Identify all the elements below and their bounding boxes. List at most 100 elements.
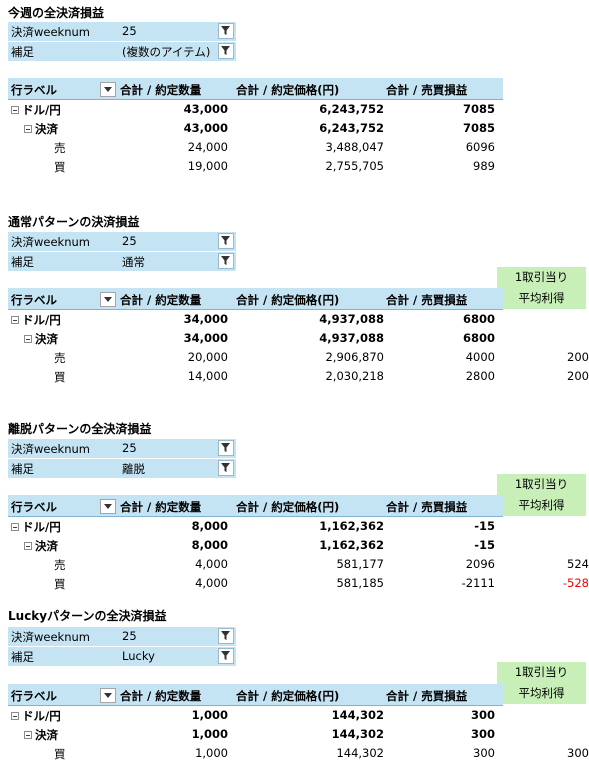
filter-value: 25 — [122, 629, 137, 643]
filter-area: 決済weeknum 25 補足 Lucky — [8, 627, 236, 667]
pivot-table: 行ラベル 合計 / 約定数量 合計 / 約定価格(円) 合計 / 売買損益 ドル… — [8, 684, 589, 763]
pnl-cell: 7085 — [462, 121, 495, 135]
avg-profit-header-line2: 平均利得 — [518, 686, 565, 700]
qty-cell: 8,000 — [191, 519, 228, 533]
price-cell: 3,488,047 — [325, 140, 384, 154]
price-cell: 6,243,752 — [319, 102, 384, 116]
table-row[interactable]: 決済 1,000 144,302 300 — [8, 725, 503, 744]
collapse-minus-icon[interactable] — [24, 125, 32, 133]
avg-profit-header-line2: 平均利得 — [518, 498, 565, 512]
row-label: 決済 — [35, 728, 58, 742]
section-title: Luckyパターンの全決済損益 — [8, 609, 167, 623]
table-row[interactable]: 決済 43,000 6,243,752 7085 — [8, 119, 503, 138]
filter-row-weeknum[interactable]: 決済weeknum 25 — [8, 627, 236, 647]
filter-row-weeknum[interactable]: 決済weeknum 25 — [8, 232, 236, 252]
filter-value: 25 — [122, 234, 137, 248]
filter-funnel-icon[interactable] — [218, 43, 234, 59]
table-row[interactable]: 売 20,000 2,906,870 4000 200 — [8, 348, 589, 367]
filter-funnel-icon[interactable] — [218, 23, 234, 39]
price-cell: 6,243,752 — [319, 121, 384, 135]
avg-profit-header-line2: 平均利得 — [518, 291, 565, 305]
filter-funnel-icon[interactable] — [218, 628, 234, 644]
collapse-minus-icon[interactable] — [11, 106, 19, 114]
avg-profit-cell: 200 — [567, 369, 589, 383]
filter-area: 決済weeknum 25 補足 通常 — [8, 232, 236, 272]
collapse-minus-icon[interactable] — [11, 523, 19, 531]
price-cell: 2,755,705 — [325, 159, 384, 173]
filter-value: (複数のアイテム) — [122, 45, 211, 59]
row-label: ドル/円 — [22, 520, 61, 534]
pnl-cell: -15 — [474, 519, 495, 533]
collapse-minus-icon[interactable] — [11, 712, 19, 720]
qty-cell: 4,000 — [195, 576, 228, 590]
qty-header: 合計 / 約定数量 — [120, 293, 202, 307]
table-row[interactable]: ドル/円 8,000 1,162,362 -15 — [8, 517, 503, 536]
row-label: 決済 — [35, 539, 58, 553]
qty-cell: 34,000 — [183, 331, 228, 345]
dropdown-arrow-icon[interactable] — [100, 499, 116, 514]
filter-funnel-icon[interactable] — [218, 440, 234, 456]
filter-label: 補足 — [11, 462, 34, 476]
price-cell: 581,177 — [336, 557, 384, 571]
pnl-cell: 989 — [473, 159, 495, 173]
filter-label: 決済weeknum — [11, 235, 90, 249]
price-cell: 4,937,088 — [319, 331, 384, 345]
pnl-cell: 6096 — [465, 140, 495, 154]
collapse-minus-icon[interactable] — [24, 731, 32, 739]
filter-funnel-icon[interactable] — [218, 253, 234, 269]
price-cell: 1,162,362 — [319, 519, 384, 533]
row-label-header: 行ラベル — [11, 689, 57, 703]
price-cell: 144,302 — [331, 708, 384, 722]
dropdown-arrow-icon[interactable] — [100, 82, 116, 97]
filter-funnel-icon[interactable] — [218, 233, 234, 249]
row-label: 売 — [54, 558, 66, 572]
row-label: 決済 — [35, 332, 58, 346]
qty-header: 合計 / 約定数量 — [120, 83, 202, 97]
table-row[interactable]: 買 1,000 144,302 300 300 — [8, 744, 589, 763]
table-row[interactable]: ドル/円 34,000 4,937,088 6800 — [8, 310, 503, 329]
collapse-minus-icon[interactable] — [24, 335, 32, 343]
pivot-header-row: 行ラベル 合計 / 約定数量 合計 / 約定価格(円) 合計 / 売買損益 — [8, 78, 503, 100]
filter-funnel-icon[interactable] — [218, 460, 234, 476]
row-label: 買 — [54, 370, 66, 384]
row-label: 買 — [54, 747, 66, 761]
avg-profit-header: 1取引当り 平均利得 — [497, 474, 586, 516]
row-label: ドル/円 — [22, 709, 61, 723]
pivot-table: 行ラベル 合計 / 約定数量 合計 / 約定価格(円) 合計 / 売買損益 ドル… — [8, 495, 589, 593]
collapse-minus-icon[interactable] — [11, 316, 19, 324]
pnl-cell: 6800 — [462, 331, 495, 345]
qty-cell: 34,000 — [183, 312, 228, 326]
filter-row-weeknum[interactable]: 決済weeknum 25 — [8, 439, 236, 459]
filter-row-weeknum[interactable]: 決済weeknum 25 — [8, 22, 236, 42]
table-row[interactable]: 買 19,000 2,755,705 989 — [8, 157, 503, 176]
table-row[interactable]: 買 14,000 2,030,218 2800 200 — [8, 367, 589, 386]
table-row[interactable]: ドル/円 1,000 144,302 300 — [8, 706, 503, 725]
pnl-cell: 2096 — [465, 557, 495, 571]
pnl-header: 合計 / 売買損益 — [386, 293, 468, 307]
dropdown-arrow-icon[interactable] — [100, 292, 116, 307]
qty-cell: 19,000 — [187, 159, 228, 173]
filter-funnel-icon[interactable] — [218, 648, 234, 664]
table-row[interactable]: 決済 34,000 4,937,088 6800 — [8, 329, 503, 348]
pnl-cell: 6800 — [462, 312, 495, 326]
table-row[interactable]: 売 4,000 581,177 2096 524 — [8, 555, 589, 574]
dropdown-arrow-icon[interactable] — [100, 688, 116, 703]
table-row[interactable]: ドル/円 43,000 6,243,752 7085 — [8, 100, 503, 119]
avg-profit-header-line1: 1取引当り — [514, 477, 569, 491]
row-label: 買 — [54, 577, 66, 591]
table-row[interactable]: 売 24,000 3,488,047 6096 — [8, 138, 503, 157]
filter-row-note[interactable]: 補足 離脱 — [8, 459, 236, 479]
filter-label: 補足 — [11, 45, 34, 59]
row-label-header: 行ラベル — [11, 293, 57, 307]
filter-value: 25 — [122, 24, 137, 38]
filter-row-note[interactable]: 補足 通常 — [8, 252, 236, 272]
row-label: 決済 — [35, 122, 58, 136]
qty-cell: 20,000 — [187, 350, 228, 364]
filter-row-note[interactable]: 補足 Lucky — [8, 647, 236, 667]
table-row[interactable]: 買 4,000 581,185 -2111 -528 — [8, 574, 589, 593]
collapse-minus-icon[interactable] — [24, 542, 32, 550]
table-row[interactable]: 決済 8,000 1,162,362 -15 — [8, 536, 503, 555]
pnl-cell: -15 — [474, 538, 495, 552]
filter-row-note[interactable]: 補足 (複数のアイテム) — [8, 42, 236, 62]
section-title: 今週の全決済損益 — [8, 6, 105, 20]
